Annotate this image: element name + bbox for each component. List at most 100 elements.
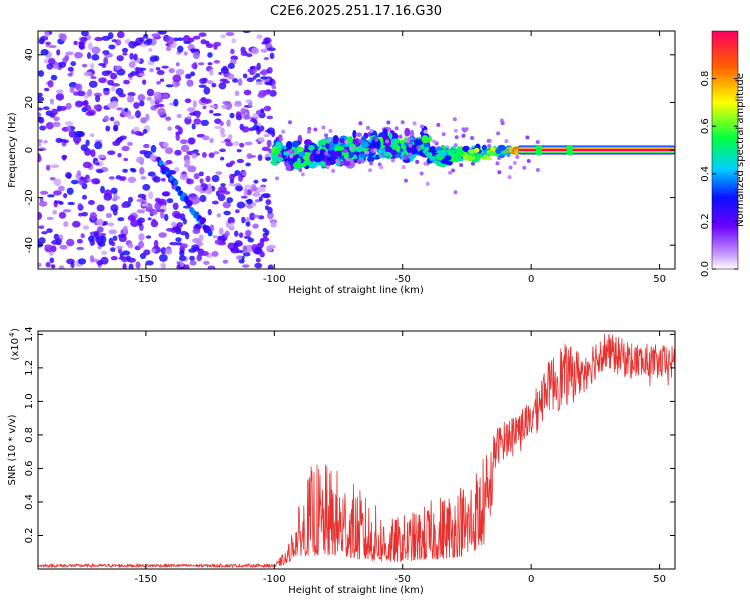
- heatmap-cell: [133, 126, 140, 133]
- heatmap-cell: [116, 245, 124, 250]
- heatmap-cell: [139, 100, 145, 107]
- x-tick-label: -50: [395, 574, 411, 585]
- heatmap-cell: [97, 226, 104, 233]
- heatmap-cell: [115, 175, 122, 180]
- heatmap-cell: [98, 241, 106, 247]
- heatmap-cell: [128, 61, 136, 68]
- heatmap-cell: [130, 168, 137, 173]
- heatmap-cell: [80, 144, 88, 152]
- heatmap-cell: [199, 194, 207, 203]
- heatmap-cell: [195, 113, 201, 119]
- heatmap-cell: [48, 57, 56, 65]
- colorbar-gradient: [711, 30, 739, 270]
- heatmap-cell: [221, 104, 228, 109]
- heatmap-cell: [53, 116, 60, 121]
- heatmap-cell: [179, 249, 185, 257]
- snr-x-label: Height of straight line (km): [288, 585, 424, 596]
- heatmap-cell: [403, 178, 408, 183]
- heatmap-cell: [245, 221, 251, 227]
- heatmap-cell: [91, 46, 101, 54]
- heatmap-cell: [83, 99, 89, 108]
- heatmap-cell: [208, 266, 214, 269]
- heatmap-cell: [111, 83, 120, 87]
- heatmap-cell: [44, 31, 50, 38]
- heatmap-cell: [325, 165, 330, 170]
- heatmap-cell: [281, 129, 286, 134]
- heatmap-cell: [107, 102, 114, 109]
- heatmap-cell: [175, 237, 182, 243]
- heatmap-cell: [203, 260, 210, 265]
- heatmap-cell: [236, 201, 246, 209]
- x-tick-label: -100: [263, 574, 286, 585]
- heatmap-cell: [271, 157, 282, 162]
- heatmap-cell: [265, 156, 272, 161]
- heatmap-cell: [350, 146, 355, 151]
- heatmap-cell: [98, 77, 107, 84]
- heatmap-cell: [191, 63, 198, 69]
- heatmap-cell: [59, 33, 67, 42]
- heatmap-cell: [47, 194, 55, 198]
- heatmap-cell: [112, 140, 121, 147]
- heatmap-cell: [164, 213, 169, 222]
- heatmap-cell: [219, 148, 227, 153]
- heatmap-cell: [262, 227, 268, 233]
- heatmap-cell: [45, 122, 54, 130]
- heatmap-cell: [459, 163, 464, 168]
- heatmap-cell: [78, 212, 84, 217]
- heatmap-cell: [70, 61, 77, 67]
- heatmap-cell: [335, 158, 340, 163]
- heatmap-cell: [266, 127, 275, 135]
- heatmap-cell: [535, 140, 540, 145]
- heatmap-cell: [160, 262, 167, 269]
- heatmap-cell: [189, 112, 197, 116]
- heatmap-cell: [416, 145, 421, 150]
- heatmap-cell: [243, 188, 248, 196]
- snr-panel: -150 -100 -50 0 50 0.2 0.4 0.6 0.8 1.0 1.2 1.4 Hei…: [7, 326, 676, 596]
- heatmap-cell: [86, 178, 93, 182]
- y-tick-label: 0: [24, 147, 35, 153]
- heatmap-cell: [38, 225, 45, 230]
- heatmap-cell: [143, 143, 150, 149]
- heatmap-cell: [258, 136, 265, 142]
- heatmap-cell: [89, 133, 95, 138]
- heatmap-cell: [408, 152, 413, 157]
- heatmap-cell: [40, 49, 49, 56]
- heatmap-cell: [274, 148, 280, 156]
- heatmap-cell: [137, 217, 146, 224]
- spectrogram-x-label: Height of straight line (km): [288, 285, 424, 296]
- heatmap-cell: [54, 200, 63, 204]
- heatmap-cell: [138, 240, 145, 249]
- heatmap-cell: [108, 176, 115, 180]
- heatmap-cell: [100, 185, 105, 194]
- heatmap-cell: [115, 87, 124, 96]
- heatmap-cell: [218, 186, 227, 193]
- heatmap-cell: [234, 230, 239, 237]
- heatmap-cell: [429, 156, 437, 160]
- heatmap-cell: [172, 74, 182, 83]
- heatmap-cell: [224, 230, 230, 237]
- heatmap-cell: [285, 140, 293, 150]
- heatmap-cell: [423, 142, 430, 148]
- heatmap-cell: [170, 221, 177, 227]
- heatmap-cell: [136, 198, 145, 203]
- heatmap-cell: [62, 209, 72, 213]
- y-tick-label: 0.2: [24, 528, 35, 544]
- heatmap-cell: [261, 41, 268, 45]
- heatmap-cell: [38, 262, 42, 268]
- heatmap-cell: [49, 98, 55, 105]
- heatmap-cell: [254, 199, 260, 203]
- heatmap-cell: [222, 201, 231, 209]
- heatmap-cell: [113, 124, 119, 132]
- heatmap-cell: [111, 100, 119, 108]
- heatmap-cell: [209, 69, 214, 76]
- heatmap-cell: [249, 65, 256, 70]
- colorbar: 0.0 0.2 0.4 0.6 0.8 Normalized spectral ampl…: [700, 30, 746, 277]
- heatmap-cell: [95, 95, 101, 103]
- y-tick-label: 40: [24, 48, 35, 61]
- heatmap-cell: [191, 152, 198, 159]
- heatmap-cell: [525, 135, 530, 140]
- heatmap-cell: [149, 67, 154, 73]
- heatmap-cell: [77, 90, 86, 97]
- heatmap-cell: [175, 213, 182, 219]
- heatmap-cell: [85, 111, 95, 116]
